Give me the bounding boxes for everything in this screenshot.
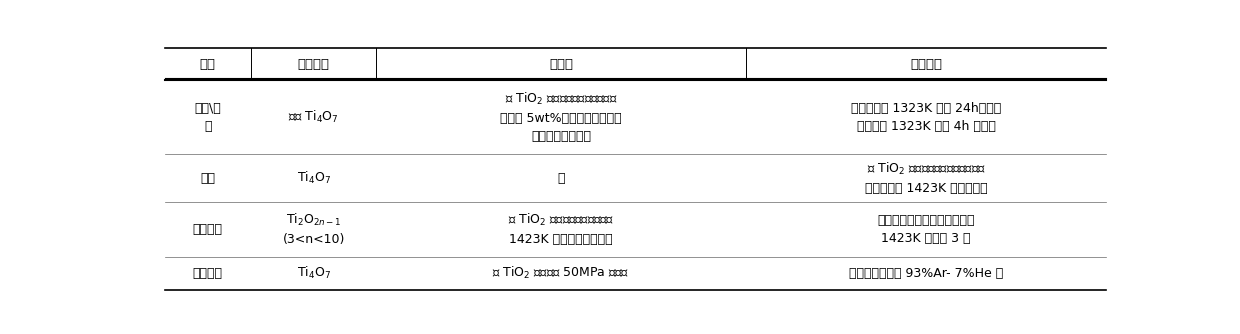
Text: 将 TiO$_2$ 与金属钛混合物氢气下
1423K 下烧结得到前驱体: 将 TiO$_2$ 与金属钛混合物氢气下 1423K 下烧结得到前驱体 (508, 212, 614, 246)
Text: Ti$_4$O$_7$: Ti$_4$O$_7$ (296, 170, 331, 186)
Text: 粉末: 粉末 (201, 172, 216, 185)
Text: 压制成片: 压制成片 (193, 223, 223, 236)
Text: 将 TiO$_2$ 粉末先用 50MPa 的单向: 将 TiO$_2$ 粉末先用 50MPa 的单向 (492, 265, 630, 281)
Text: 工艺条件: 工艺条件 (910, 57, 942, 70)
Text: 无: 无 (557, 172, 564, 185)
Text: 化学组成: 化学组成 (298, 57, 330, 70)
Text: 烧结成片: 烧结成片 (193, 267, 223, 280)
Text: 将 TiO$_2$ 与金属钛球磨混合后放入二
氧化硅管内 1423K 下保温一周: 将 TiO$_2$ 与金属钛球磨混合后放入二 氧化硅管内 1423K 下保温一周 (864, 161, 987, 195)
Text: 单相 Ti$_4$O$_7$: 单相 Ti$_4$O$_7$ (288, 109, 339, 125)
Text: 烧结好的片子在 93%Ar- 7%He 气: 烧结好的片子在 93%Ar- 7%He 气 (849, 267, 1003, 280)
Text: 将前驱体在密封二氧化硅管中
1423K 下烧结 3 天: 将前驱体在密封二氧化硅管中 1423K 下烧结 3 天 (878, 214, 975, 245)
Text: 多孔\单
片: 多孔\单 片 (195, 102, 221, 133)
Text: 形貌: 形貌 (200, 57, 216, 70)
Text: Ti$_4$O$_7$: Ti$_4$O$_7$ (296, 265, 331, 281)
Text: Ti$_2$O$_{2n-1}$
(3<n<10): Ti$_2$O$_{2n-1}$ (3<n<10) (283, 212, 345, 246)
Text: 预处理: 预处理 (549, 57, 573, 70)
Text: 将 TiO$_2$ 分散到异丙醇内，干燥，
再加入 5wt%的聚乙烯氧化物溶
液做粘结剂，压片: 将 TiO$_2$ 分散到异丙醇内，干燥， 再加入 5wt%的聚乙烯氧化物溶 液… (500, 91, 621, 143)
Text: 空气气氛下 1323K 烧结 24h，再氮
气气氛下 1323K 保温 4h 后降温: 空气气氛下 1323K 烧结 24h，再氮 气气氛下 1323K 保温 4h 后… (851, 102, 1002, 133)
